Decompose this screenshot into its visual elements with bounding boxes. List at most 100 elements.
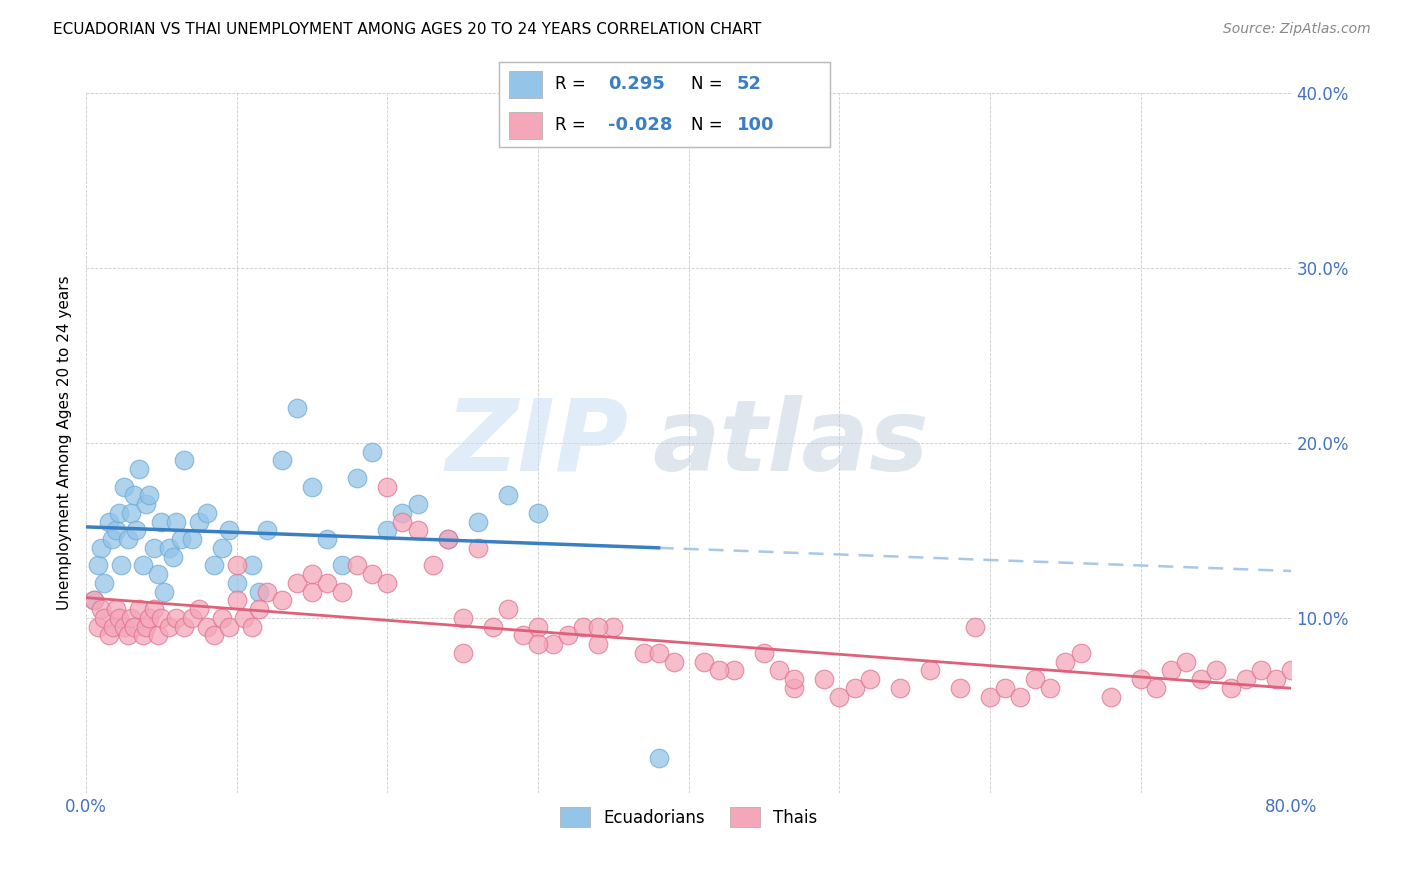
Point <box>496 602 519 616</box>
Point <box>693 655 716 669</box>
Point <box>361 567 384 582</box>
Point <box>301 480 323 494</box>
Point <box>301 584 323 599</box>
Point <box>1205 663 1227 677</box>
Point <box>723 663 745 677</box>
Point <box>142 602 165 616</box>
Point <box>112 619 135 633</box>
Point <box>1250 663 1272 677</box>
Point <box>233 611 256 625</box>
Point <box>918 663 941 677</box>
Point <box>93 575 115 590</box>
Point <box>225 558 247 573</box>
Point <box>124 488 146 502</box>
Point <box>218 619 240 633</box>
Point <box>572 619 595 633</box>
Text: N =: N = <box>690 76 723 94</box>
Point <box>90 602 112 616</box>
Point <box>768 663 790 677</box>
Bar <box>509 71 543 98</box>
Text: 0.295: 0.295 <box>609 76 665 94</box>
Point <box>247 602 270 616</box>
Point <box>120 611 142 625</box>
Point <box>157 541 180 555</box>
Point <box>138 488 160 502</box>
Point <box>97 515 120 529</box>
Point <box>436 532 458 546</box>
Point <box>180 532 202 546</box>
Point <box>128 462 150 476</box>
Point <box>541 637 564 651</box>
Point <box>377 480 399 494</box>
Point <box>512 628 534 642</box>
Point <box>496 488 519 502</box>
Point <box>436 532 458 546</box>
Point <box>202 558 225 573</box>
Point <box>316 575 339 590</box>
Point <box>647 646 669 660</box>
Point <box>173 453 195 467</box>
Text: N =: N = <box>690 116 723 134</box>
Point <box>1144 681 1167 695</box>
Point <box>93 611 115 625</box>
Point <box>588 637 610 651</box>
Point <box>124 619 146 633</box>
Point <box>979 690 1001 704</box>
Point <box>100 532 122 546</box>
Text: Source: ZipAtlas.com: Source: ZipAtlas.com <box>1223 22 1371 37</box>
Point <box>391 506 413 520</box>
Point <box>1039 681 1062 695</box>
Point <box>1070 646 1092 660</box>
Point <box>87 558 110 573</box>
Point <box>83 593 105 607</box>
Point <box>112 480 135 494</box>
Point <box>195 619 218 633</box>
Point <box>150 515 173 529</box>
Point <box>707 663 730 677</box>
Text: ZIP: ZIP <box>446 394 628 491</box>
Point <box>135 619 157 633</box>
Point <box>180 611 202 625</box>
Point <box>346 558 368 573</box>
Point <box>1054 655 1077 669</box>
Point <box>1024 672 1046 686</box>
Point <box>963 619 986 633</box>
Point <box>330 558 353 573</box>
Point <box>391 515 413 529</box>
Point <box>162 549 184 564</box>
Point <box>949 681 972 695</box>
Point <box>138 611 160 625</box>
Text: 100: 100 <box>737 116 775 134</box>
Point <box>173 619 195 633</box>
Point <box>330 584 353 599</box>
Legend: Ecuadorians, Thais: Ecuadorians, Thais <box>554 801 824 833</box>
Point <box>844 681 866 695</box>
Point <box>285 575 308 590</box>
Point <box>132 558 155 573</box>
Point <box>467 541 489 555</box>
Point <box>451 611 474 625</box>
Point <box>301 567 323 582</box>
Point <box>150 611 173 625</box>
Point <box>256 524 278 538</box>
Point <box>256 584 278 599</box>
Text: atlas: atlas <box>652 394 929 491</box>
Point <box>240 558 263 573</box>
Point <box>783 681 806 695</box>
Point <box>211 611 233 625</box>
Point <box>166 515 188 529</box>
Point <box>1265 672 1288 686</box>
Point <box>148 628 170 642</box>
Point <box>1175 655 1198 669</box>
Point <box>153 584 176 599</box>
Point <box>588 619 610 633</box>
Point <box>377 524 399 538</box>
Point <box>1189 672 1212 686</box>
Point <box>271 453 294 467</box>
Point <box>135 497 157 511</box>
Point <box>125 524 148 538</box>
Point <box>108 506 131 520</box>
Point <box>211 541 233 555</box>
Point <box>142 541 165 555</box>
Point <box>87 619 110 633</box>
